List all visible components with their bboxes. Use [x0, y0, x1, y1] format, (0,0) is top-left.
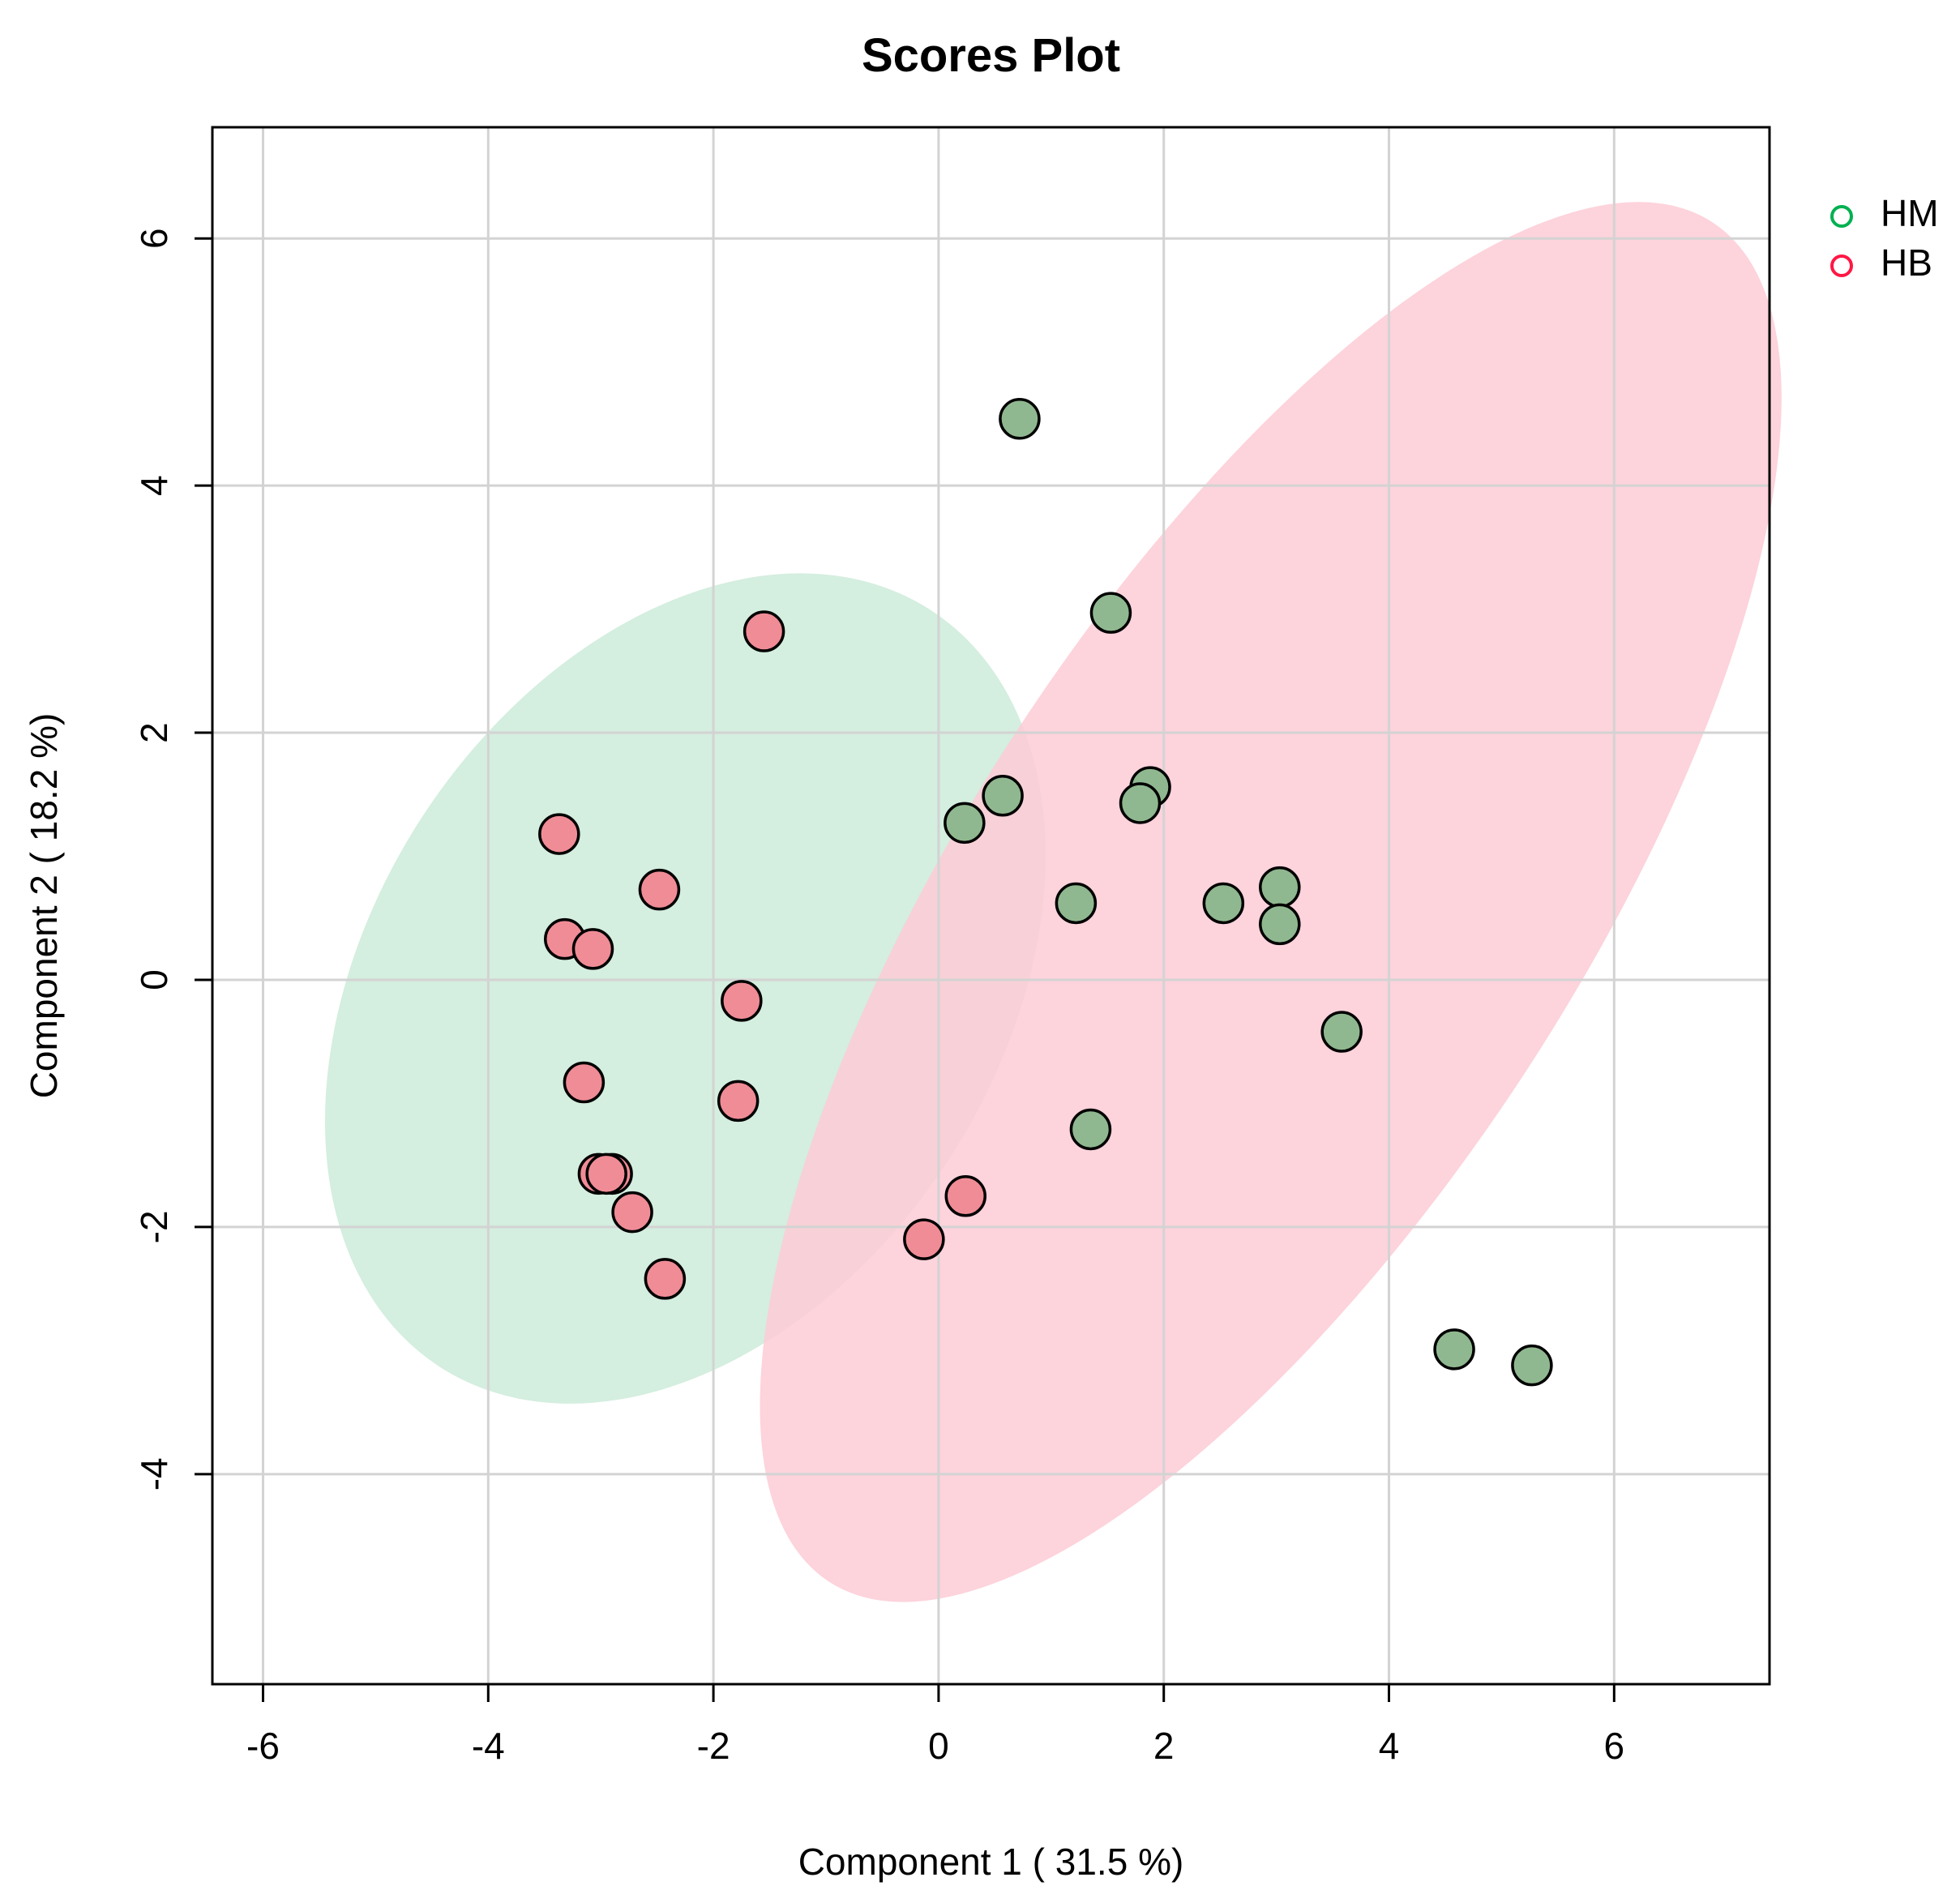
- y-tick-label: 6: [133, 228, 175, 249]
- point-hb: [563, 1061, 606, 1104]
- legend: HM HB: [1830, 192, 1939, 284]
- point-hm: [1069, 1108, 1112, 1151]
- point-hb: [611, 1191, 653, 1234]
- y-tick-label: 4: [133, 475, 175, 496]
- legend-label-hb: HB: [1881, 242, 1932, 284]
- x-tick-label: -4: [472, 1725, 505, 1767]
- point-hb: [644, 1258, 687, 1300]
- point-hm: [1433, 1328, 1475, 1371]
- y-axis: -4 -2 0 2 4 6: [133, 228, 214, 1490]
- chart-title: Scores Plot: [862, 29, 1120, 82]
- legend-label-hm: HM: [1881, 192, 1939, 234]
- y-tick-label: 2: [133, 722, 175, 743]
- y-axis-label: Component 2 ( 18.2 %): [23, 713, 65, 1099]
- data-points: [538, 398, 1553, 1387]
- point-hm: [1202, 882, 1245, 925]
- x-axis: -6 -4 -2 0 2 4 6: [246, 1683, 1625, 1767]
- point-hb: [944, 1175, 986, 1217]
- point-hb: [721, 980, 763, 1022]
- point-hm: [944, 802, 986, 845]
- x-tick-label: 0: [928, 1725, 949, 1767]
- legend-marker-hm: [1830, 205, 1853, 228]
- point-hm: [1089, 592, 1132, 634]
- point-hm: [982, 775, 1024, 817]
- y-tick-label: 0: [133, 969, 175, 990]
- x-axis-label: Component 1 ( 31.5 %): [798, 1841, 1184, 1883]
- point-hb: [903, 1218, 945, 1260]
- x-tick-label: 2: [1153, 1725, 1175, 1767]
- point-hm: [1259, 866, 1301, 909]
- point-hb: [638, 868, 681, 911]
- legend-marker-hb: [1830, 254, 1853, 277]
- grid-lines: [212, 127, 1770, 1684]
- point-hb: [717, 1080, 760, 1123]
- x-tick-label: -2: [697, 1725, 730, 1767]
- y-tick-label: -4: [133, 1457, 175, 1490]
- y-tick-label: -2: [133, 1210, 175, 1243]
- point-hb: [571, 928, 614, 970]
- x-tick-label: -6: [246, 1725, 280, 1767]
- x-tick-label: 6: [1604, 1725, 1625, 1767]
- point-hm: [999, 398, 1041, 440]
- point-hm: [1511, 1344, 1553, 1387]
- point-hb: [742, 610, 785, 652]
- point-hb: [538, 813, 580, 855]
- point-hm: [1119, 782, 1162, 824]
- x-tick-label: 4: [1379, 1725, 1400, 1767]
- point-hb: [585, 1152, 627, 1195]
- point-hm: [1259, 903, 1301, 946]
- point-hm: [1055, 882, 1098, 925]
- point-hm: [1320, 1011, 1363, 1053]
